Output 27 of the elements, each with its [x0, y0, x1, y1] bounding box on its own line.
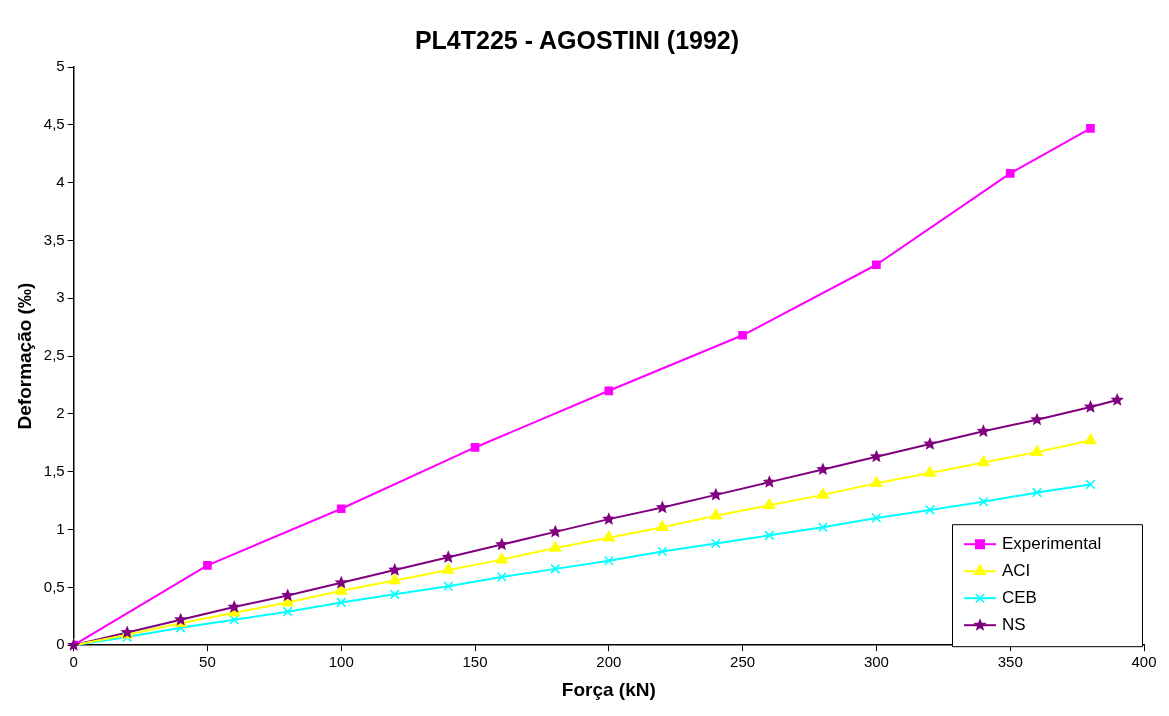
x-tick-label: 300 — [863, 653, 889, 671]
legend-label: ACI — [1002, 560, 1031, 580]
y-tick-label: 0,5 — [43, 577, 65, 595]
y-tick-label: 3 — [56, 288, 65, 306]
y-tick-label: 1 — [56, 519, 65, 537]
y-tick-label: 4 — [56, 172, 65, 190]
x-tick-label: 150 — [462, 653, 488, 671]
legend-label: NS — [1002, 614, 1026, 634]
y-axis-title: Deformação (‰) — [13, 282, 35, 430]
chart-title: PL4T225 - AGOSTINI (1992) — [414, 25, 740, 54]
y-tick-label: 3,5 — [43, 230, 65, 248]
legend-label: Experimental — [1002, 533, 1102, 553]
y-tick-label: 2 — [56, 404, 65, 422]
legend-label: CEB — [1002, 587, 1037, 607]
x-tick-label: 100 — [328, 653, 354, 671]
y-tick-label: 4,5 — [43, 114, 65, 132]
x-tick-label: 0 — [69, 653, 78, 671]
x-axis-title: Força (kN) — [561, 678, 656, 700]
x-tick-label: 250 — [730, 653, 756, 671]
y-tick-label: 0 — [56, 635, 65, 653]
y-tick-label: 1,5 — [43, 461, 65, 479]
y-tick-label: 5 — [56, 57, 65, 75]
x-tick-label: 50 — [199, 653, 216, 671]
x-tick-label: 350 — [997, 653, 1023, 671]
y-tick-label: 2,5 — [43, 346, 65, 364]
x-tick-label: 200 — [596, 653, 622, 671]
x-tick-label: 400 — [1131, 653, 1157, 671]
